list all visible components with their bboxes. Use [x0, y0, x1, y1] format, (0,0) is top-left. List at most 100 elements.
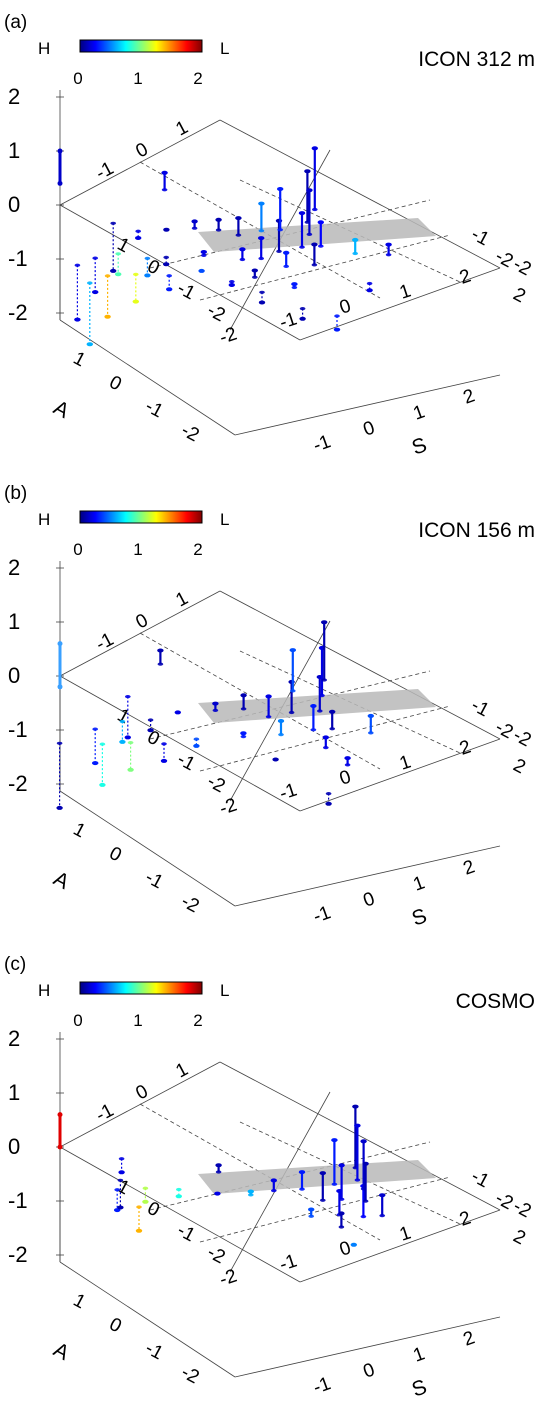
data-foot	[115, 252, 121, 256]
z-tick-label: 0	[8, 1134, 20, 1159]
data-foot	[252, 275, 258, 279]
data-point	[277, 719, 285, 723]
data-point	[298, 1170, 306, 1175]
chart-title: COSMO	[456, 990, 535, 1013]
data-point	[175, 1194, 182, 1199]
grid-line	[139, 1103, 381, 1241]
a-tick-label: -1	[142, 1338, 167, 1364]
data-foot	[308, 1214, 315, 1218]
colorbar-tick-label: 1	[133, 540, 142, 559]
s-tick-label: 1	[411, 1343, 428, 1366]
z-axis-marker-end	[57, 684, 63, 690]
data-foot	[299, 1187, 305, 1191]
back-left-top-edge	[59, 1061, 221, 1148]
data-foot	[87, 281, 93, 285]
colorbar-left-label: H	[38, 981, 50, 1000]
z-tick-label: -1	[8, 717, 28, 742]
data-foot	[92, 727, 98, 731]
back-right-top-edge	[219, 119, 501, 269]
data-foot	[92, 256, 98, 260]
back-left-top-edge	[59, 119, 221, 206]
a-axis-title: A	[50, 396, 73, 423]
floor-left-edge	[59, 319, 236, 436]
data-foot	[312, 207, 318, 212]
data-foot	[142, 1186, 149, 1190]
data-point	[321, 620, 328, 625]
a-tick-label: -2	[178, 891, 203, 917]
data-point	[161, 170, 168, 175]
data-point	[338, 1211, 345, 1216]
data-foot	[277, 228, 284, 232]
data-foot	[323, 746, 329, 750]
data-point	[360, 1139, 367, 1144]
mid-left-tick-label: 1	[114, 1176, 133, 1200]
a-tick-label: 0	[106, 1314, 125, 1338]
back-left-tick-label: -1	[92, 629, 117, 655]
colorbar-tick-label: 0	[73, 1011, 82, 1030]
data-foot	[135, 229, 141, 233]
data-point	[247, 1189, 254, 1194]
mid-left-tick-label: -2	[204, 300, 229, 326]
data-foot	[366, 281, 373, 286]
s-tick-label: -1	[311, 1373, 334, 1399]
back-right-tick-label: -1	[468, 1166, 493, 1192]
a-axis-title: A	[50, 1338, 73, 1365]
data-foot	[127, 741, 134, 745]
z-tick-label: 1	[8, 609, 20, 634]
data-foot	[229, 280, 235, 284]
s-tick-label: -1	[311, 902, 334, 928]
data-point	[240, 693, 247, 698]
data-foot	[198, 269, 205, 273]
data-foot	[385, 253, 392, 257]
a-tick-label: 0	[106, 843, 125, 867]
data-foot	[104, 274, 111, 278]
data-point	[299, 316, 306, 321]
panel-letter: (a)	[4, 12, 27, 33]
data-foot	[299, 245, 305, 249]
a-axis-title: A	[50, 867, 73, 894]
s-tick-label: 1	[411, 872, 428, 895]
data-foot	[240, 707, 247, 711]
chart-panel-a: (a) H L 0 1 2 ICON 312 m 2 1 0 -1 -2 -1 0 1 -1 -2 -2 2 1 0 -1…	[0, 0, 548, 471]
data-foot	[175, 710, 181, 714]
s-tick-label: 0	[361, 1359, 378, 1382]
data-point	[115, 272, 122, 277]
z-tick-label: -1	[8, 246, 28, 271]
right-tick-label: 2	[510, 755, 529, 779]
data-foot	[147, 718, 154, 722]
data-foot	[306, 232, 313, 236]
data-foot	[290, 689, 296, 693]
data-foot	[191, 226, 198, 230]
data-foot	[163, 255, 169, 259]
data-point	[317, 220, 324, 225]
chart-panel-b: (b) H L 0 1 2 ICON 156 m 2 1 0 -1 -2 -1 0 1 -1 -2 -2 2 1 0 -1…	[0, 471, 548, 942]
data-point	[251, 268, 258, 273]
data-foot	[368, 731, 374, 735]
data-point	[119, 739, 126, 744]
grid-line	[139, 161, 381, 299]
data-point	[322, 735, 329, 740]
data-foot	[272, 757, 279, 762]
data-foot	[344, 763, 351, 767]
data-point	[127, 767, 134, 772]
data-foot	[117, 1178, 124, 1182]
data-foot	[265, 715, 272, 719]
chart-panel-c: (c) H L 0 1 2 COSMO 2 1 0 -1 -2 -1 0 1 -1 -2 -2 2 1 0 -1 -2 -2-…	[0, 942, 548, 1413]
z-tick-label: -1	[8, 1188, 28, 1213]
z-tick-label: 2	[8, 555, 20, 580]
data-foot	[161, 188, 168, 192]
data-point	[331, 1138, 338, 1143]
data-foot	[176, 1187, 182, 1192]
data-foot	[351, 1243, 357, 1247]
data-foot	[354, 1178, 361, 1182]
mid-left-tick-label: -1	[174, 749, 199, 775]
data-foot	[214, 1192, 221, 1196]
s-tick-label: 2	[461, 385, 478, 408]
front-mid-edge	[299, 1209, 501, 1283]
mid-right-tick-label: -2	[217, 324, 240, 349]
data-foot	[161, 742, 167, 746]
s-axis-title: S	[409, 904, 430, 930]
data-point	[163, 262, 170, 267]
data-foot	[317, 709, 323, 713]
data-foot	[144, 256, 151, 260]
